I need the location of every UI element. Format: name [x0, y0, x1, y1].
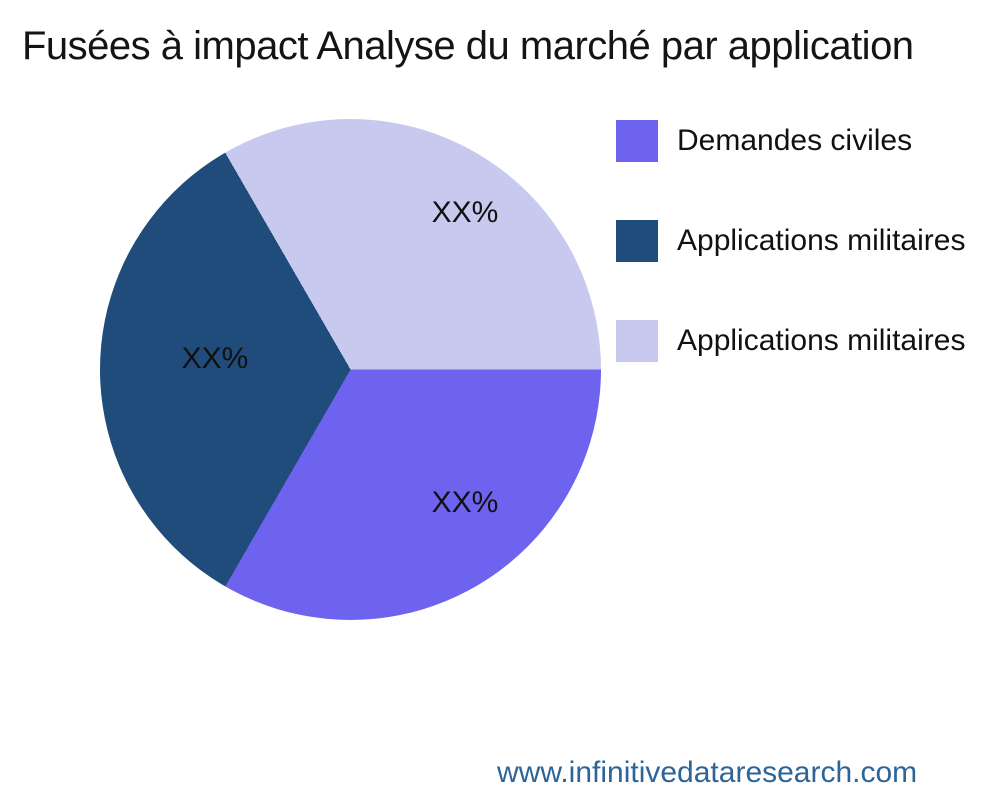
legend-item-label: Applications militaires	[677, 324, 966, 357]
legend-item-label: Demandes civiles	[677, 124, 913, 157]
legend-swatch-demandes-civiles	[616, 120, 658, 162]
legend-item-applications-militaires: Applications militaires	[616, 220, 1000, 262]
pie-chart	[100, 119, 601, 620]
legend-swatch-applications-militaires-2	[616, 320, 658, 362]
chart-title: Fusées à impact Analyse du marché par ap…	[22, 24, 914, 68]
legend-item-applications-militaires-2: Applications militaires	[616, 320, 1000, 362]
legend-swatch-applications-militaires	[616, 220, 658, 262]
pie-slice-label-demandes-civiles: XX%	[431, 486, 499, 519]
legend: Demandes civiles Applications militaires…	[616, 120, 1000, 420]
pie-slice-label-applications-militaires: XX%	[181, 342, 249, 375]
legend-item-demandes-civiles: Demandes civiles	[616, 120, 1000, 162]
legend-item-label: Applications militaires	[677, 224, 966, 257]
pie-slice-label-applications-militaires-2: XX%	[431, 196, 499, 229]
footer-website-link[interactable]: www.infinitivedataresearch.com	[497, 756, 918, 789]
